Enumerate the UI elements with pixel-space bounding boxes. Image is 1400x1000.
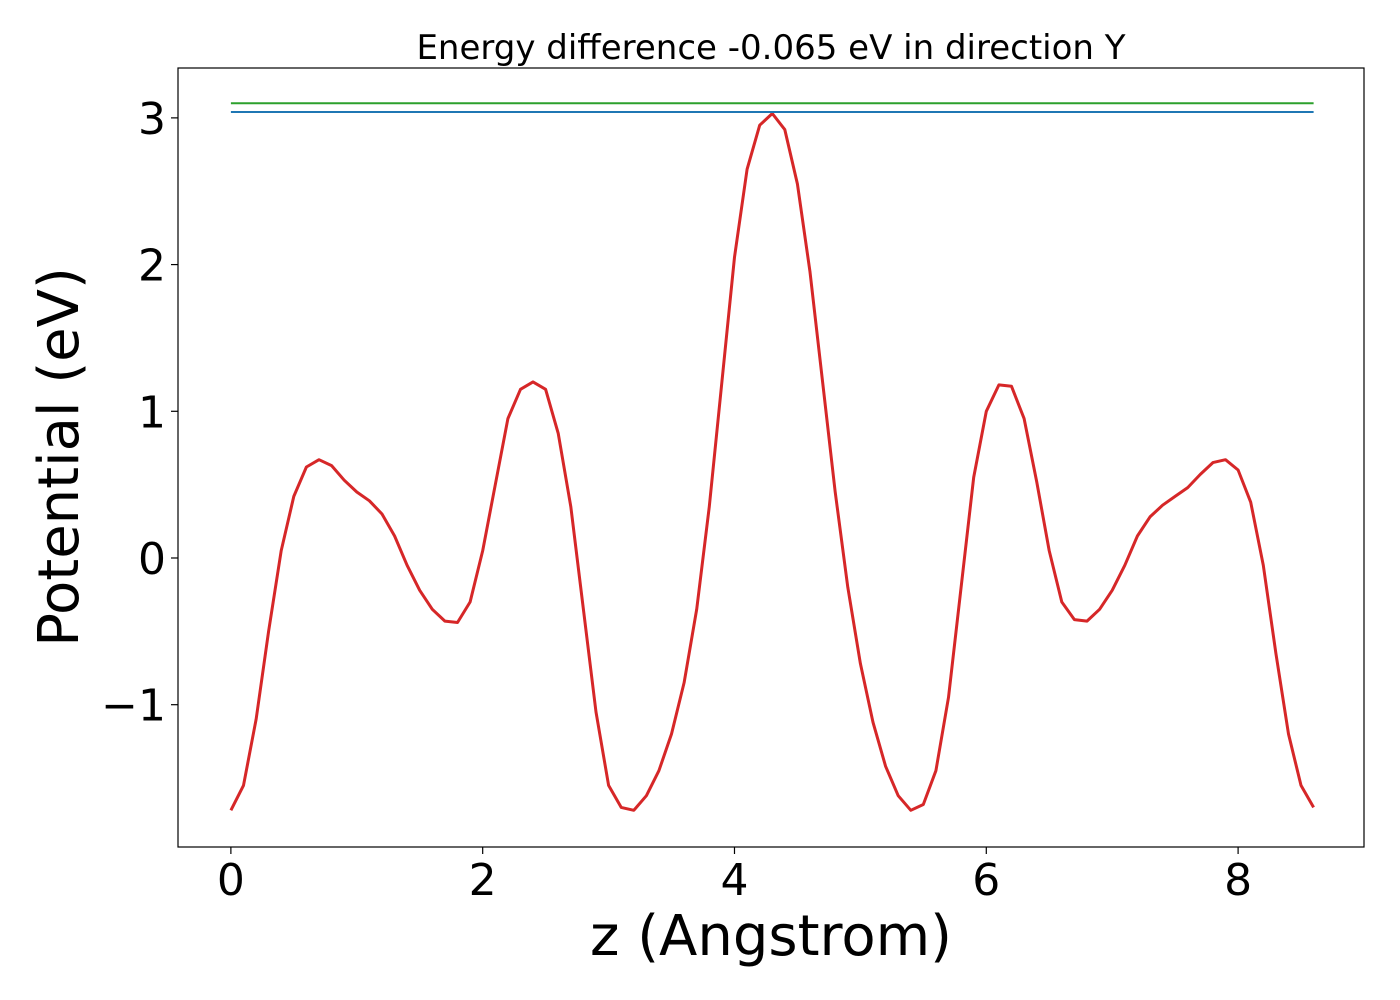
x-tick-label: 8: [1224, 855, 1252, 906]
x-axis-ticks: 0 2 4 6 8: [217, 847, 1252, 906]
chart-title: Energy difference -0.065 eV in direction…: [416, 28, 1125, 68]
y-axis-ticks: −1 0 1 2 3: [101, 94, 178, 732]
x-tick-label: 0: [217, 855, 245, 906]
x-tick-label: 2: [469, 855, 497, 906]
x-tick-label: 4: [720, 855, 748, 906]
y-tick-label: 3: [138, 94, 166, 145]
x-axis-label: z (Angstrom): [590, 904, 952, 969]
y-tick-label: 1: [138, 387, 166, 438]
potential-curve: [229, 112, 1315, 812]
y-axis-label: Potential (eV): [27, 267, 92, 647]
x-tick-label: 6: [972, 855, 1000, 906]
y-tick-label: 2: [138, 241, 166, 292]
y-tick-label: 0: [138, 534, 166, 585]
plot-frame: [177, 67, 1365, 848]
series-layer: [229, 102, 1315, 812]
y-tick-label: −1: [101, 681, 166, 732]
